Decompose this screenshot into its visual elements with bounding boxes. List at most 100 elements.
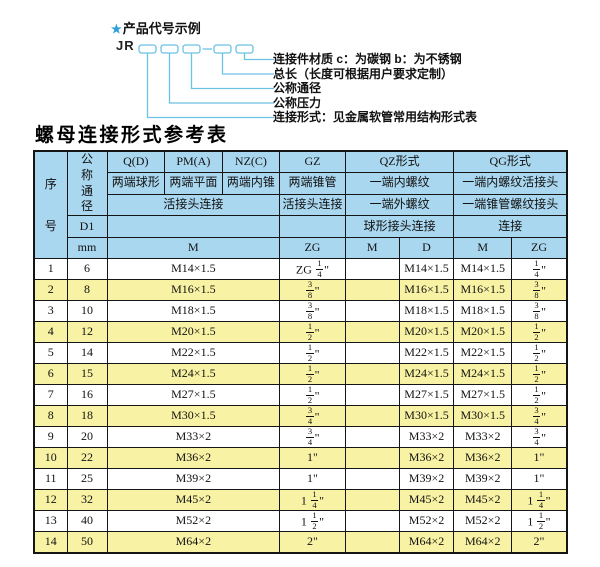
cell-qg-m: M36×2 [453,447,513,470]
cell-qz-d: M52×2 [398,510,455,533]
cell-m-thread: M18×1.5 [106,300,281,323]
cell-gz: 3 8 " [279,279,346,302]
table-body: 1 6 M14×1.5 ZG 1 4 " M14×1.5 M14×1.5 1 4 " 2 8 M16×1.… [33,258,568,554]
cell-seq: 1 [33,258,68,281]
cell-qz-m [344,489,400,512]
cell-seq: 13 [33,510,68,533]
leader-line [221,53,274,75]
cell-gz: 3 4 " [279,405,346,428]
code-boxes-diagram [138,44,274,119]
cell-mm: 14 [66,342,108,365]
table-header: 序号 公称通径 Q(D) PM(A) NZ(C) GZ QZ形式 QG形式 两端… [33,150,568,260]
cell-qg-m: M33×2 [453,426,513,449]
cell-qz-m [344,384,400,407]
header-col-nz: NZ(C) [221,150,281,174]
code-box [235,44,254,54]
leader-line [146,53,274,119]
header-qz-conn: 球形接头连接 [344,215,455,238]
cell-qg-m: M20×1.5 [453,321,513,344]
code-label: 连接形式：见金属软管常用结构形式表 [273,110,478,124]
nut-connection-reference-table: 序号 公称通径 Q(D) PM(A) NZ(C) GZ QZ形式 QG形式 两端… [33,150,568,554]
header-seq: 序号 [33,150,68,260]
code-box [160,44,179,54]
header-unit-zg: ZG [279,236,346,260]
cell-qz-d: M27×1.5 [398,384,455,407]
cell-m-thread: M27×1.5 [106,384,281,407]
empty-cell [106,215,281,238]
table-row: 10 22 M36×2 1" M36×2 M36×2 1" [33,447,568,470]
cell-qg-m: M18×1.5 [453,300,513,323]
cell-qg-zg: 1 1 4 " [511,489,568,512]
cell-qz-d: M24×1.5 [398,363,455,386]
cell-qg-zg: 3 4 " [511,426,568,449]
cell-seq: 12 [33,489,68,512]
table-row: 6 15 M24×1.5 1 2 " M24×1.5 M24×1.5 1 2 " [33,363,568,386]
table-row: 14 50 M64×2 2" M64×2 M64×2 2" [33,531,568,554]
cell-mm: 22 [66,447,108,470]
cell-qz-m [344,279,400,302]
code-prefix: JR [116,38,135,53]
leader-line [243,53,274,61]
header-union-conn: 活接头连接 [106,193,281,217]
table-row: 2 8 M16×1.5 3 8 " M16×1.5 M16×1.5 3 8 " [33,279,568,302]
cell-qz-m [344,510,400,533]
cell-seq: 7 [33,384,68,407]
cell-qg-zg: 1 2 " [511,363,568,386]
header-gz-conn: 活接头连接 [279,193,346,217]
cell-seq: 11 [33,468,68,491]
table-row: 13 40 M52×2 1 1 2 " M52×2 M52×2 1 1 2 " [33,510,568,533]
cell-mm: 20 [66,426,108,449]
cell-qg-zg: 1" [511,447,568,470]
cell-qg-zg: 1" [511,468,568,491]
cell-qz-m [344,405,400,428]
cell-seq: 10 [33,447,68,470]
header-qg-unit-zg: ZG [511,236,568,260]
cell-qz-m [344,468,400,491]
cell-mm: 8 [66,279,108,302]
cell-qz-m [344,258,400,281]
header-col-qz: QZ形式 [344,150,455,174]
cell-qz-d: M45×2 [398,489,455,512]
cell-qg-m: M24×1.5 [453,363,513,386]
header-col-gz: GZ [279,150,346,174]
header-nominal-diameter: 公称通径 [66,150,108,217]
cell-qz-d: M16×1.5 [398,279,455,302]
cell-qg-zg: 1 2 " [511,384,568,407]
code-box [213,44,232,54]
code-label: 总长（长度可根据用户要求定制） [273,66,454,81]
cell-qz-d: M30×1.5 [398,405,455,428]
cell-m-thread: M24×1.5 [106,363,281,386]
empty-cell [279,215,346,238]
cell-qg-m: M27×1.5 [453,384,513,407]
cell-qz-m [344,321,400,344]
cell-qz-d: M64×2 [398,531,455,554]
cell-qg-m: M39×2 [453,468,513,491]
cell-gz: 1 1 2 " [279,510,346,533]
cell-mm: 18 [66,405,108,428]
code-label: 连接件材质 c：为碳钢 b：为不锈钢 [273,52,462,66]
cell-m-thread: M52×2 [106,510,281,533]
cell-mm: 40 [66,510,108,533]
cell-m-thread: M20×1.5 [106,321,281,344]
header-qz-desc1: 一端内螺纹 [344,172,455,195]
header-qz-unit-m: M [344,236,400,260]
cell-seq: 3 [33,300,68,323]
code-box [138,44,157,54]
cell-mm: 50 [66,531,108,554]
cell-m-thread: M16×1.5 [106,279,281,302]
cell-m-thread: M39×2 [106,468,281,491]
table-row: 9 20 M33×2 3 4 " M33×2 M33×2 3 4 " [33,426,568,449]
cell-qz-d: M39×2 [398,468,455,491]
cell-qg-zg: 3 8 " [511,300,568,323]
table-row: 8 18 M30×1.5 3 4 " M30×1.5 M30×1.5 3 4 " [33,405,568,428]
header-q-desc: 两端球形 [106,172,166,195]
header-col-pm: PM(A) [164,150,223,174]
cell-mm: 25 [66,468,108,491]
header-qz-desc2: 一端外螺纹 [344,193,455,217]
table-row: 7 16 M27×1.5 1 2 " M27×1.5 M27×1.5 1 2 " [33,384,568,407]
table-row: 3 10 M18×1.5 3 8 " M18×1.5 M18×1.5 3 8 " [33,300,568,323]
cell-mm: 16 [66,384,108,407]
cell-mm: 32 [66,489,108,512]
cell-mm: 15 [66,363,108,386]
cell-qz-m [344,363,400,386]
